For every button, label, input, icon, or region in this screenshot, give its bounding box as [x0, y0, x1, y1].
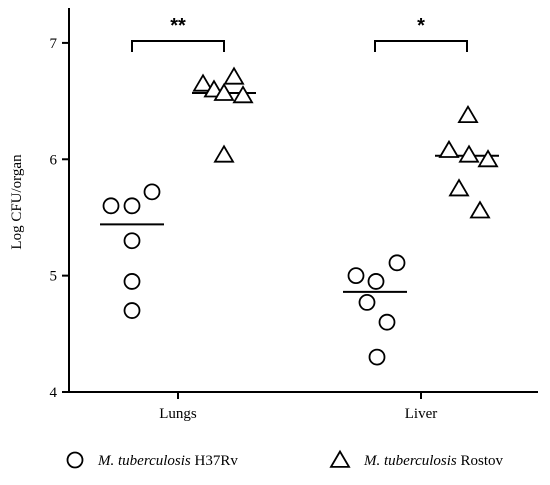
- y-tick-label: 4: [50, 385, 58, 401]
- data-marks: [100, 66, 499, 366]
- triangle-point: [213, 82, 235, 101]
- circle-point: [102, 197, 120, 215]
- y-tick-label: 7: [50, 36, 58, 52]
- triangle-point: [192, 73, 214, 92]
- circle-point: [388, 254, 406, 272]
- significance-bracket: [374, 40, 468, 52]
- x-tick-label: Liver: [405, 406, 437, 422]
- circle-point: [66, 451, 84, 469]
- significance-label: **: [170, 15, 186, 37]
- significance-brackets: ** *: [131, 15, 468, 52]
- y-tick-label: 5: [50, 269, 58, 285]
- circle-point: [143, 183, 161, 201]
- triangle-point: [469, 200, 491, 219]
- circle-point: [123, 302, 141, 319]
- y-tick-label: 6: [50, 152, 58, 168]
- circle-point: [368, 348, 386, 366]
- circle-point: [378, 313, 396, 331]
- circle-point: [347, 267, 365, 285]
- circle-point: [123, 273, 141, 290]
- circle-point: [123, 197, 141, 215]
- triangle-point: [329, 449, 351, 468]
- legend-label-rostov: M. tuberculosis Rostov: [363, 453, 504, 469]
- significance-bracket: [131, 40, 225, 52]
- triangle-point: [232, 85, 254, 104]
- circle-point: [367, 273, 385, 290]
- significance-label: *: [417, 15, 425, 37]
- triangle-point: [223, 66, 245, 85]
- axes: 4 5 6 7 Lungs Liver Log CFU/organ: [9, 8, 538, 422]
- triangle-point: [457, 104, 479, 124]
- triangle-point: [477, 149, 499, 168]
- triangle-point: [448, 178, 470, 197]
- triangle-point: [458, 144, 480, 163]
- x-tick-label: Lungs: [159, 406, 197, 422]
- circle-point: [123, 232, 141, 250]
- y-axis-title: Log CFU/organ: [9, 154, 25, 250]
- triangle-point: [213, 144, 235, 163]
- circle-point: [358, 293, 376, 311]
- legend: M. tuberculosis H37Rv M. tuberculosis Ros…: [66, 449, 504, 469]
- triangle-point: [438, 139, 460, 158]
- legend-label-h37rv: M. tuberculosis H37Rv: [97, 453, 238, 469]
